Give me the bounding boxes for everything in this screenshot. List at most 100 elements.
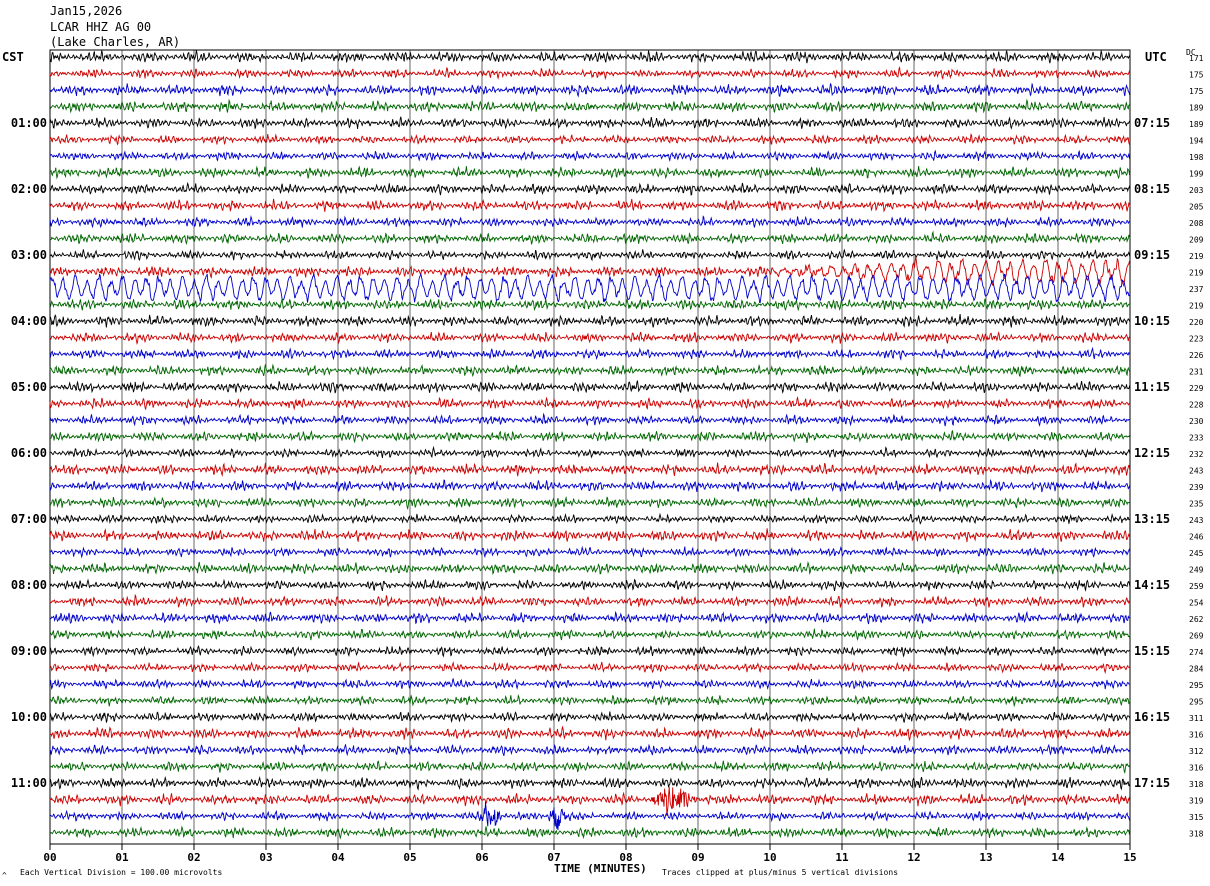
trace-row-48 — [49, 825, 1131, 840]
trace-row-27 — [49, 478, 1131, 493]
right-hour-label: 12:15 — [1134, 446, 1170, 460]
dc-offset-label: 199 — [1189, 170, 1204, 179]
dc-offset-label: 205 — [1189, 203, 1204, 212]
dc-offset-label: 311 — [1189, 714, 1204, 723]
trace-row-25 — [50, 445, 1131, 459]
dc-offset-label: 198 — [1189, 153, 1204, 162]
dc-offset-label: 284 — [1189, 665, 1204, 674]
dc-offset-label: 232 — [1189, 450, 1204, 459]
dc-offset-label: 209 — [1189, 236, 1204, 245]
dc-offset-label: 219 — [1189, 302, 1204, 311]
trace-row-38 — [49, 661, 1131, 675]
trace-row-20 — [49, 363, 1131, 378]
left-hour-label: 01:00 — [11, 116, 47, 130]
trace-row-47 — [49, 801, 1131, 831]
dc-offset-label: 226 — [1189, 351, 1204, 360]
dc-offset-label: 316 — [1189, 764, 1204, 773]
trace-row-6 — [49, 133, 1131, 146]
x-tick-label: 15 — [1123, 851, 1136, 864]
right-hour-label: 07:15 — [1134, 116, 1170, 130]
trace-row-16 — [49, 298, 1131, 312]
dc-offset-label: 315 — [1189, 813, 1204, 822]
trace-row-39 — [49, 678, 1131, 691]
dc-offset-label: 194 — [1189, 137, 1204, 146]
x-tick-label: 00 — [43, 851, 56, 864]
dc-offset-label: 262 — [1189, 615, 1204, 624]
dc-offset-label: 229 — [1189, 384, 1204, 393]
date-label: Jan15,2026 — [50, 4, 123, 18]
trace-row-26 — [49, 462, 1131, 477]
trace-row-40 — [49, 693, 1131, 708]
dc-offset-label: 295 — [1189, 681, 1204, 690]
trace-row-3 — [49, 83, 1131, 98]
trace-row-43 — [49, 743, 1131, 757]
dc-offset-label: 312 — [1189, 747, 1204, 756]
dc-offset-label: 219 — [1189, 252, 1204, 261]
right-hour-label: 16:15 — [1134, 710, 1170, 724]
x-tick-label: 04 — [331, 851, 345, 864]
right-hour-label: 09:15 — [1134, 248, 1170, 262]
dc-offset-label: 237 — [1189, 285, 1204, 294]
dc-offset-label: 175 — [1189, 87, 1204, 96]
dc-offset-label: 189 — [1189, 104, 1204, 113]
dc-offset-label: 318 — [1189, 780, 1204, 789]
dc-offset-label: 249 — [1189, 566, 1204, 575]
dc-offset-label: 245 — [1189, 549, 1204, 558]
left-hour-label: 07:00 — [11, 512, 47, 526]
dc-offset-label: 230 — [1189, 417, 1204, 426]
dc-offset-label: 220 — [1189, 318, 1204, 327]
trace-row-33 — [49, 578, 1131, 592]
trace-row-14 — [49, 256, 1131, 288]
left-hour-label: 06:00 — [11, 446, 47, 460]
x-tick-label: 11 — [835, 851, 849, 864]
left-hour-label: 03:00 — [11, 248, 47, 262]
station-label: LCAR HHZ AG 00 — [50, 20, 152, 34]
dc-offset-label: 208 — [1189, 219, 1204, 228]
left-hour-label: 11:00 — [11, 776, 47, 790]
dc-offset-label: 223 — [1189, 335, 1204, 344]
dc-offset-label: 233 — [1189, 434, 1204, 443]
right-axis-title: UTC — [1145, 50, 1167, 64]
trace-row-10 — [49, 198, 1131, 213]
corner-mark: ^ — [2, 871, 7, 880]
dc-offset-label: 239 — [1189, 483, 1204, 492]
x-tick-label: 10 — [763, 851, 776, 864]
trace-row-9 — [49, 181, 1131, 196]
trace-row-44 — [49, 760, 1130, 774]
dc-label: DC — [1186, 48, 1196, 57]
trace-row-19 — [49, 346, 1131, 361]
trace-row-29 — [49, 512, 1130, 525]
location-label: (Lake Charles, AR) — [50, 35, 181, 49]
dc-offset-label: 231 — [1189, 368, 1204, 377]
dc-offset-label: 175 — [1189, 71, 1204, 80]
right-hour-label: 10:15 — [1134, 314, 1170, 328]
dc-offset-label: 316 — [1189, 731, 1204, 740]
dc-offset-label: 319 — [1189, 797, 1204, 806]
dc-offset-label: 219 — [1189, 269, 1204, 278]
trace-row-11 — [49, 215, 1131, 229]
dc-offset-label: 235 — [1189, 500, 1204, 509]
trace-row-18 — [50, 331, 1131, 346]
dc-offset-label: 246 — [1189, 533, 1204, 542]
left-hour-label: 08:00 — [11, 578, 47, 592]
dc-offset-label: 269 — [1189, 632, 1204, 641]
trace-row-5 — [49, 116, 1131, 130]
right-hour-label: 13:15 — [1134, 512, 1170, 526]
left-axis-title: CST — [2, 50, 24, 64]
trace-row-4 — [49, 98, 1131, 114]
dc-offset-label: 189 — [1189, 120, 1204, 129]
trace-row-37 — [49, 645, 1131, 658]
trace-row-23 — [49, 412, 1131, 427]
trace-row-31 — [49, 545, 1131, 559]
trace-row-34 — [49, 593, 1131, 609]
trace-row-15 — [49, 272, 1131, 303]
trace-row-2 — [49, 66, 1131, 81]
trace-row-24 — [50, 429, 1131, 444]
x-tick-label: 12 — [907, 851, 920, 864]
dc-offset-label: 318 — [1189, 830, 1204, 839]
trace-row-17 — [49, 314, 1131, 328]
x-tick-label: 02 — [187, 851, 200, 864]
trace-row-41 — [49, 711, 1131, 723]
x-tick-label: 08 — [619, 851, 632, 864]
